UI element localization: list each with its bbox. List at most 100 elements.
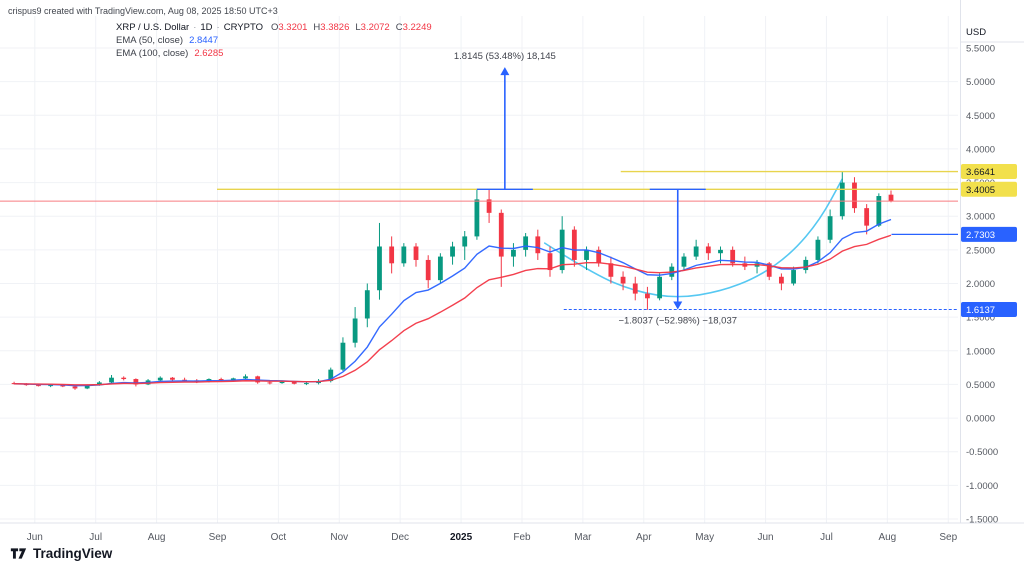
trend-curve[interactable]: [543, 178, 843, 298]
time-tick-label: Jun: [758, 532, 774, 543]
price-axis-badge[interactable]: 1.6137: [961, 301, 1017, 317]
time-tick-label: Aug: [148, 532, 166, 543]
candle-body: [218, 379, 224, 381]
badge-background: [961, 181, 1017, 197]
interval-label[interactable]: 1D: [200, 22, 213, 33]
price-tick-label: -1.5000: [966, 515, 998, 526]
time-axis[interactable]: Jun Jul Aug Sep Oct Nov Dec 2025 Feb Mar Apr May Jun…: [27, 532, 958, 543]
time-tick-label: Sep: [209, 532, 227, 543]
indicator-row-ema50[interactable]: EMA (50, close) 2.8447: [116, 34, 438, 47]
price-tick-label: 2.5000: [966, 245, 995, 256]
price-tick-label: 1.5000: [966, 313, 995, 324]
candle-body: [230, 378, 236, 381]
price-tick-label: 4.0000: [966, 144, 995, 155]
low-value: 3.2072: [360, 22, 390, 33]
badge-price-label: 3.6641: [966, 167, 995, 178]
candle-body: [413, 246, 419, 260]
close-value: 3.2249: [402, 22, 432, 33]
candle-body: [157, 377, 163, 381]
ema-100-line[interactable]: [14, 234, 892, 386]
measure-arrow-up[interactable]: 1.8145 (53.48%) 18,145: [454, 51, 556, 190]
time-tick-label: Jul: [820, 532, 833, 543]
candle-body: [364, 290, 370, 319]
ema-50-line[interactable]: [14, 218, 892, 387]
candle-body: [133, 379, 139, 385]
ema50-value: 2.8447: [189, 35, 219, 46]
candle-body: [705, 246, 711, 254]
candle-body: [401, 246, 407, 264]
candle-body: [389, 246, 395, 264]
candle-body: [523, 236, 529, 250]
time-tick-label: Nov: [330, 532, 348, 543]
measure-label: −1.8037 (−52.98%) −18,037: [618, 315, 737, 326]
grid: [0, 16, 958, 523]
candle-body: [72, 386, 78, 389]
price-tick-label: -1.0000: [966, 481, 998, 492]
candle-body: [681, 256, 687, 267]
candle-body: [267, 382, 273, 384]
price-axis-badge[interactable]: 3.4005: [961, 181, 1017, 197]
badge-price-label: 1.6137: [966, 305, 995, 316]
candle-body: [450, 246, 455, 257]
badge-price-label: 3.4005: [966, 185, 995, 196]
logo-glyph-7: [18, 548, 27, 559]
candle-body: [60, 385, 66, 387]
price-tick-label: 4.5000: [966, 111, 995, 122]
symbol-row: XRP / U.S. Dollar · 1D · CRYPTO O3.3201 …: [116, 21, 438, 34]
candle-body: [827, 216, 833, 240]
measure-arrow-down[interactable]: −1.8037 (−52.98%) −18,037: [618, 188, 737, 326]
high-label: H: [313, 22, 321, 33]
low-label: L: [355, 22, 361, 33]
time-tick-label: Jul: [89, 532, 102, 543]
candle-body: [571, 229, 577, 260]
candle-body: [559, 229, 565, 271]
time-tick-label: 2025: [450, 532, 473, 543]
candle-body: [279, 381, 285, 384]
price-tick-label: 2.0000: [966, 279, 995, 290]
candle-body: [815, 239, 821, 260]
measure-label: 1.8145 (53.48%) 18,145: [454, 51, 556, 62]
candle-body: [791, 270, 796, 284]
candle-body: [608, 263, 614, 277]
chart-legend: XRP / U.S. Dollar · 1D · CRYPTO O3.3201 …: [116, 21, 438, 60]
axis-currency-label: USD: [966, 27, 986, 38]
footer-branding: TradingView: [10, 545, 112, 562]
candle-body: [48, 385, 54, 387]
time-tick-label: Mar: [574, 532, 592, 543]
candle-body: [36, 385, 41, 387]
candle-body: [243, 376, 248, 379]
candle-body: [486, 199, 492, 213]
price-tick-label: 0.5000: [966, 380, 995, 391]
price-tick-label: 5.0000: [966, 77, 995, 88]
badge-background: [961, 301, 1017, 317]
price-axis[interactable]: USD5.50005.00004.50004.00003.50003.00002…: [960, 27, 1024, 526]
legend-separator: ·: [193, 22, 197, 33]
time-tick-label: May: [695, 532, 714, 543]
candlestick-series: [11, 171, 894, 390]
badge-background: [961, 164, 1017, 180]
price-tick-label: 0.0000: [966, 414, 995, 425]
candle-body: [462, 236, 468, 247]
time-tick-label: Apr: [636, 532, 652, 543]
tradingview-logo-icon[interactable]: [10, 545, 27, 562]
open-value: 3.3201: [278, 22, 308, 33]
indicator-row-ema100[interactable]: EMA (100, close) 2.6285: [116, 47, 438, 60]
symbol-title[interactable]: XRP / U.S. Dollar: [116, 22, 190, 33]
price-tick-label: 3.0000: [966, 212, 995, 223]
candle-body: [632, 283, 638, 294]
badge-background: [961, 226, 1017, 242]
brand-name[interactable]: TradingView: [33, 546, 113, 561]
price-axis-badge[interactable]: 3.6641: [961, 164, 1017, 180]
open-label: O: [270, 22, 279, 33]
price-axis-badge[interactable]: 2.7303: [961, 226, 1017, 242]
ema100-label: EMA (100, close): [116, 48, 189, 59]
price-tick-label: 5.5000: [966, 44, 995, 55]
candle-body: [596, 249, 602, 264]
candle-body: [303, 383, 309, 385]
candle-body: [340, 342, 346, 370]
candle-body: [693, 246, 699, 257]
attribution-text: crispus9 created with TradingView.com, A…: [8, 6, 278, 16]
candle-body: [291, 381, 297, 384]
candle-body: [11, 383, 17, 385]
